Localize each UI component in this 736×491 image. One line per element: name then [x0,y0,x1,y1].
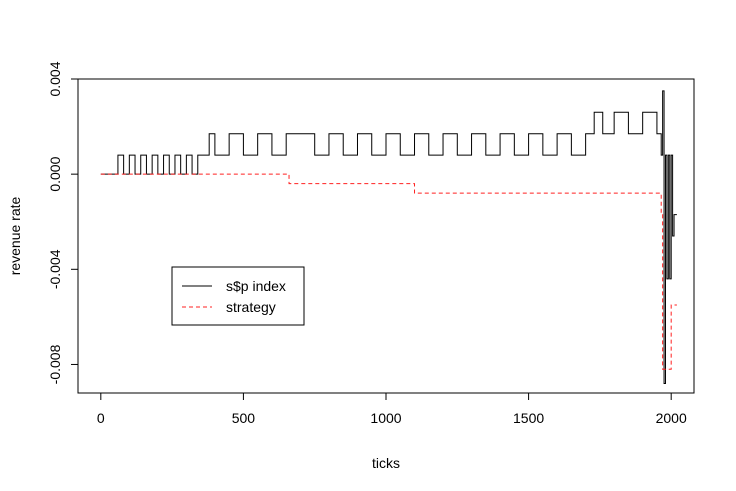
series-line-sp-index [100,90,677,384]
y-tick-label: -0.004 [47,249,63,289]
y-tick-label: 0.004 [47,61,63,96]
series-line-strategy [100,173,677,370]
y-axis-label: revenue rate [7,196,23,275]
x-tick-label: 0 [97,410,105,426]
y-axis: -0.008 -0.004 0.000 0.004 [47,61,79,384]
x-axis-label: ticks [372,455,400,471]
x-tick-label: 2000 [656,410,687,426]
y-tick-label: -0.008 [47,344,63,384]
legend: s$p index strategy [171,266,305,326]
plot-frame [77,78,695,394]
x-tick-label: 500 [232,410,256,426]
x-tick-label: 1000 [370,410,401,426]
legend-box [171,266,305,326]
legend-label-sp-index: s$p index [226,278,286,294]
x-tick-label: 1500 [513,410,544,426]
x-axis: 0 500 1000 1500 2000 [97,392,687,426]
series-layer [100,90,677,384]
y-tick-label: 0.000 [47,156,63,191]
legend-label-strategy: strategy [226,299,276,315]
